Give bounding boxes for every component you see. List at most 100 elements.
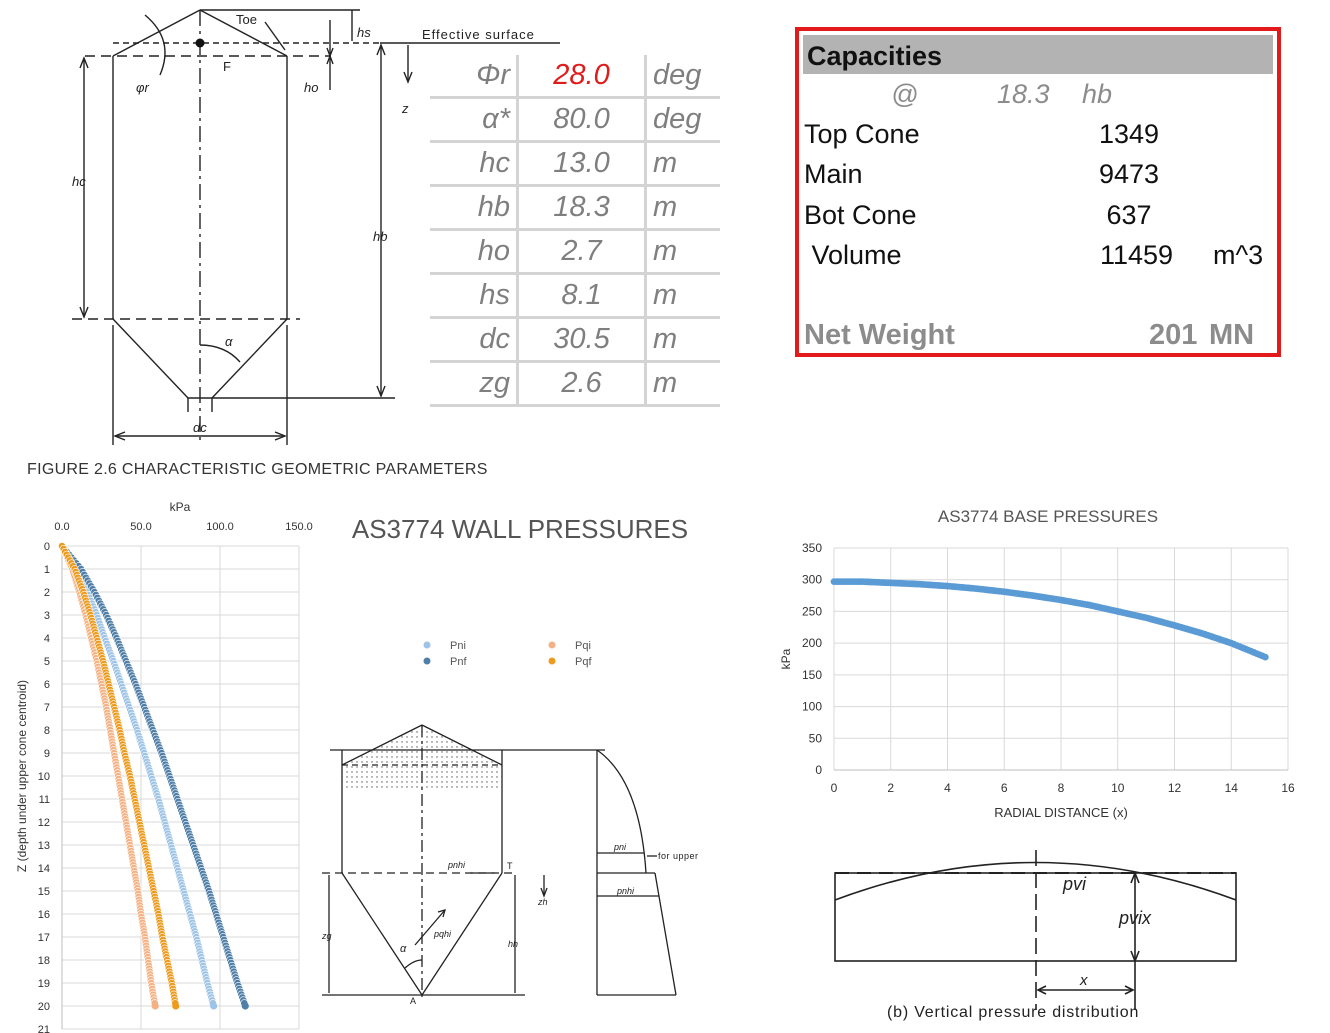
hc-label: hc — [72, 174, 86, 189]
series-pqf — [58, 542, 180, 1010]
y-tick-label: 21 — [38, 1024, 50, 1033]
net-weight-unit: MN — [1209, 319, 1255, 351]
x-tick-label: 0.0 — [54, 521, 69, 533]
data-point — [172, 1002, 180, 1010]
y-tick-label: 13 — [38, 840, 50, 852]
legend-label-pqi: Pqi — [575, 640, 591, 652]
param-row: hs 8.1 m — [430, 273, 720, 319]
x-axis-label: kPa — [170, 500, 191, 514]
param-value: 13.0 — [517, 141, 647, 187]
y-tick-label: 200 — [802, 636, 822, 650]
y-tick-label: 17 — [38, 932, 50, 944]
x-tick-label: 16 — [1281, 781, 1295, 795]
y-tick-label: 16 — [38, 909, 50, 921]
legend-marker-pqi — [548, 641, 556, 649]
x-tick-label: 8 — [1058, 781, 1065, 795]
x-tick-label: 0 — [831, 781, 838, 795]
hopper-alpha-label: α — [400, 943, 407, 955]
pnhi-label: pnhi — [447, 860, 466, 870]
y-tick-label: 9 — [44, 748, 50, 760]
legend-marker-pqf — [548, 657, 556, 665]
param-row: dc 30.5 m — [430, 317, 720, 363]
top-cone-label: Top Cone — [804, 119, 920, 149]
top-cone-value: 1349 — [1098, 119, 1160, 149]
dc-label: dc — [193, 420, 207, 435]
y-tick-label: 150 — [802, 668, 822, 682]
x-tick-label: 4 — [944, 781, 951, 795]
y-tick-label: 8 — [44, 725, 50, 737]
param-symbol: zg — [430, 361, 519, 407]
param-symbol: α* — [430, 97, 519, 143]
y-tick-label: 15 — [38, 886, 50, 898]
param-unit: m — [645, 361, 720, 407]
y-tick-label: 2 — [44, 587, 50, 599]
pnhi-right-label: pnhi — [616, 886, 635, 896]
y-tick-label: 11 — [39, 794, 50, 806]
y-tick-label: 3 — [44, 610, 50, 622]
param-value: 80.0 — [517, 97, 647, 143]
phi-r-label: φr — [136, 80, 149, 95]
bot-cone-value: 637 — [1106, 200, 1152, 230]
y-tick-label: 6 — [44, 679, 50, 691]
x-tick-label: 10 — [1111, 781, 1125, 795]
series-pqi — [58, 542, 159, 1010]
at-label: @ — [891, 79, 919, 109]
y-tick-label: 14 — [38, 863, 50, 875]
y-tick-label: 12 — [38, 817, 50, 829]
data-point — [151, 1002, 159, 1010]
param-value: 2.6 — [517, 361, 647, 407]
main-label: Main — [804, 159, 863, 189]
param-row: hc 13.0 m — [430, 141, 720, 187]
param-unit: m — [645, 229, 720, 275]
ho-label: ho — [304, 80, 318, 95]
param-value: 30.5 — [517, 317, 647, 363]
param-value: 18.3 — [517, 185, 647, 231]
param-value: 28.0 — [517, 55, 647, 99]
hopper-pressure-figure: pni for upper pnhi pnhi T zh zg pqhi α h… — [321, 724, 698, 1006]
zh-label: zh — [537, 897, 548, 907]
param-row: hb 18.3 m — [430, 185, 720, 231]
volume-value: 11459 — [1099, 240, 1174, 270]
zg-label: zg — [321, 931, 332, 941]
silo-geometry-figure: Toe Effective surface F φr hs ho z hc hb… — [72, 9, 560, 445]
capacities-title: Capacities — [803, 35, 1273, 74]
hh-label: hh — [508, 939, 518, 949]
legend-marker-pni — [423, 641, 431, 649]
a-label: A — [410, 996, 416, 1006]
parameters-table: Φr 28.0 deg α* 80.0 deg hc 13.0 m hb 18.3 m ho 2.7 m hs… — [430, 55, 720, 407]
x-distance-label: x — [1079, 972, 1088, 989]
y-tick-label: 5 — [44, 656, 50, 668]
main-value: 9473 — [1098, 159, 1160, 189]
bot-cone-label: Bot Cone — [804, 200, 917, 230]
base-pressures-chart: 0 50 100 150 200 250 300 350 0 2 4 6 8 10 12 14 16 AS3774… — [779, 507, 1295, 820]
param-symbol: hs — [430, 273, 519, 319]
y-tick-label: 0 — [815, 763, 822, 777]
y-tick-label: 1 — [44, 564, 50, 576]
x-tick-label: 12 — [1168, 781, 1182, 795]
x-tick-label: 2 — [887, 781, 894, 795]
effective-surface-label: Effective surface — [422, 27, 535, 42]
y-tick-label: 7 — [44, 702, 50, 714]
capacities-panel: Capacities @ 18.3 hb Top Cone 1349 Main … — [795, 27, 1281, 357]
data-point — [1261, 653, 1269, 661]
param-row: Φr 28.0 deg — [430, 55, 720, 99]
param-row: ho 2.7 m — [430, 229, 720, 275]
data-point — [241, 1002, 249, 1010]
x-tick-label: 100.0 — [206, 521, 234, 533]
chart-title: AS3774 WALL PRESSURES — [352, 514, 688, 544]
y-axis-label: kPa — [779, 648, 793, 669]
volume-label: Volume — [804, 240, 902, 270]
y-tick-label: 100 — [802, 700, 822, 714]
pqhi-label: pqhi — [433, 929, 452, 939]
param-unit: deg — [645, 97, 720, 143]
y-axis-label: Z (depth under upper cone centroid) — [15, 680, 29, 872]
param-unit: m — [645, 185, 720, 231]
param-value: 2.7 — [517, 229, 647, 275]
param-unit: m — [645, 141, 720, 187]
legend-marker-pnf — [423, 657, 431, 665]
pni-label: pni — [613, 842, 627, 852]
param-unit: deg — [645, 55, 720, 99]
param-symbol: hb — [430, 185, 519, 231]
y-tick-label: 350 — [802, 541, 822, 555]
param-symbol: ho — [430, 229, 519, 275]
